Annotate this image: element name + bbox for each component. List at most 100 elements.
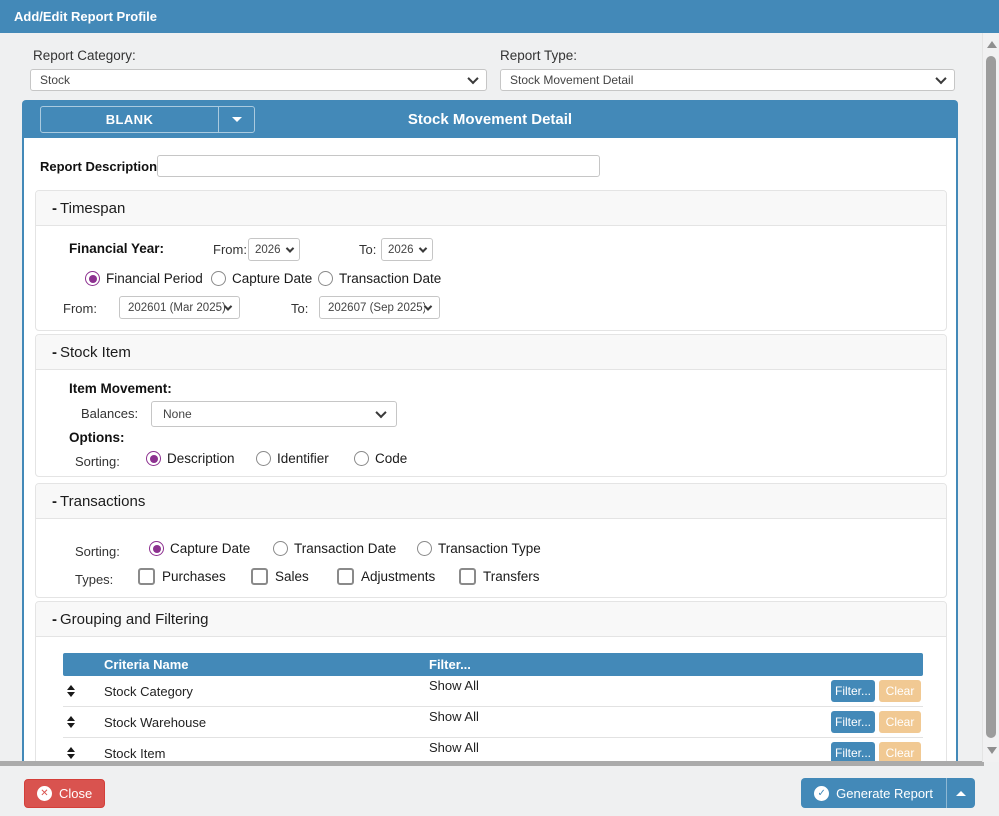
transactions-section: - Transactions Sorting: Capture Date Tra… [35,483,947,598]
criteria-table-header: Criteria Name Filter... [63,653,923,676]
caret-up-icon [956,790,966,796]
dialog-footer: Close Generate Report [0,766,999,816]
report-category-select[interactable]: Stock [30,69,487,91]
criteria-name-column-header: Criteria Name [104,657,189,672]
item-movement-label: Item Movement: [69,381,172,396]
clear-button[interactable]: Clear [879,680,921,702]
period-to-label: To: [291,301,309,316]
fy-to-value: 2026 [388,243,414,256]
chevron-down-icon [223,301,233,311]
transfers-checkbox[interactable]: Transfers [459,568,540,585]
panel-body: Report Description: - Timespan Financial… [22,138,958,762]
stock-sorting-label: Sorting: [75,454,120,469]
scroll-down-arrow-icon[interactable] [987,747,997,754]
fy-from-select[interactable]: 2026 [248,238,300,261]
drag-sort-icon[interactable] [67,685,75,697]
drag-sort-icon[interactable] [67,747,75,759]
sort-identifier-radio[interactable]: Identifier [256,451,329,466]
period-to-select[interactable]: 202607 (Sep 2025) [319,296,440,319]
chevron-down-icon [375,406,387,419]
stock-item-section-title: Stock Item [60,343,131,361]
transaction-date-radio[interactable]: Transaction Date [318,271,441,286]
timespan-section-header[interactable]: - Timespan [36,191,946,226]
scrollbar-thumb[interactable] [986,56,996,738]
stock-item-section-header[interactable]: - Stock Item [36,335,946,370]
checkbox-icon [138,568,155,585]
fy-to-select[interactable]: 2026 [381,238,433,261]
check-circle-icon [814,785,830,801]
clear-button[interactable]: Clear [879,711,921,733]
radio-icon [318,271,333,286]
vertical-scrollbar[interactable] [982,33,999,762]
panel-header: Stock Movement Detail BLANK [22,100,958,138]
financial-period-radio[interactable]: Financial Period [85,271,203,286]
balances-label: Balances: [81,406,139,421]
generate-report-button[interactable]: Generate Report [801,778,946,808]
period-from-value: 202601 (Mar 2025) [128,301,225,314]
radio-selected-icon [149,541,164,556]
transactions-sorting-label: Sorting: [75,544,120,559]
report-type-select[interactable]: Stock Movement Detail [500,69,955,91]
transactions-section-header[interactable]: - Transactions [36,484,946,519]
report-category-value: Stock [40,73,71,87]
radio-icon [354,451,369,466]
checkbox-icon [459,568,476,585]
types-label: Types: [75,572,114,587]
financial-year-label: Financial Year: [69,241,165,256]
collapse-indicator: - [52,343,57,361]
radio-selected-icon [146,451,161,466]
timespan-section-title: Timespan [60,199,126,217]
clear-button[interactable]: Clear [879,742,921,762]
timespan-section: - Timespan Financial Year: From: 2026 To… [35,190,947,331]
period-to-value: 202607 (Sep 2025) [328,301,425,314]
chevron-down-icon [935,72,947,85]
adjustments-checkbox[interactable]: Adjustments [337,568,435,585]
chevron-down-icon [423,301,433,311]
collapse-indicator: - [52,610,57,628]
dialog-titlebar: Add/Edit Report Profile [0,0,999,33]
filter-button[interactable]: Filter... [831,742,875,762]
profile-name-button[interactable]: BLANK [105,112,154,127]
grouping-section-header[interactable]: - Grouping and Filtering [36,602,946,637]
report-category-label: Report Category: [33,48,136,63]
sort-code-radio[interactable]: Code [354,451,407,466]
scroll-up-arrow-icon[interactable] [987,41,997,48]
table-row: Stock Category Show All Filter... Clear [63,676,923,707]
radio-icon [211,271,226,286]
filter-button[interactable]: Filter... [831,711,875,733]
checkbox-icon [251,568,268,585]
period-from-select[interactable]: 202601 (Mar 2025) [119,296,240,319]
chevron-down-icon [467,72,479,85]
period-from-label: From: [63,301,97,316]
purchases-checkbox[interactable]: Purchases [138,568,226,585]
report-description-input[interactable] [157,155,600,177]
fy-to-label: To: [359,242,377,257]
filter-button[interactable]: Filter... [831,680,875,702]
timespan-section-body: Financial Year: From: 2026 To: 2026 Fina… [36,226,946,331]
drag-sort-icon[interactable] [67,716,75,728]
profile-name-split-button[interactable]: BLANK [40,106,255,133]
grouping-section-title: Grouping and Filtering [60,610,209,628]
capture-date-radio[interactable]: Capture Date [211,271,312,286]
sort-transaction-type-radio[interactable]: Transaction Type [417,541,541,556]
fy-from-value: 2026 [255,243,281,256]
stock-item-section-body: Item Movement: Balances: None Options: S… [36,370,946,477]
close-button[interactable]: Close [24,779,106,808]
balances-select[interactable]: None [151,401,397,427]
options-label: Options: [69,430,125,445]
sales-checkbox[interactable]: Sales [251,568,309,585]
sort-capture-date-radio[interactable]: Capture Date [149,541,250,556]
table-row: Stock Item Show All Filter... Clear [63,738,923,762]
criteria-table: Criteria Name Filter... Stock Category S… [63,653,923,762]
radio-selected-icon [85,271,100,286]
collapse-indicator: - [52,199,57,217]
sort-transaction-date-radio[interactable]: Transaction Date [273,541,396,556]
generate-report-split-button[interactable]: Generate Report [801,778,975,808]
generate-report-dropdown-button[interactable] [946,778,975,808]
profile-dropdown-button[interactable] [218,107,254,132]
horizontal-scrollbar[interactable] [0,761,984,766]
sort-description-radio[interactable]: Description [146,451,235,466]
report-description-label: Report Description: [40,159,162,174]
chevron-down-icon [418,243,428,253]
chevron-down-icon [285,243,295,253]
